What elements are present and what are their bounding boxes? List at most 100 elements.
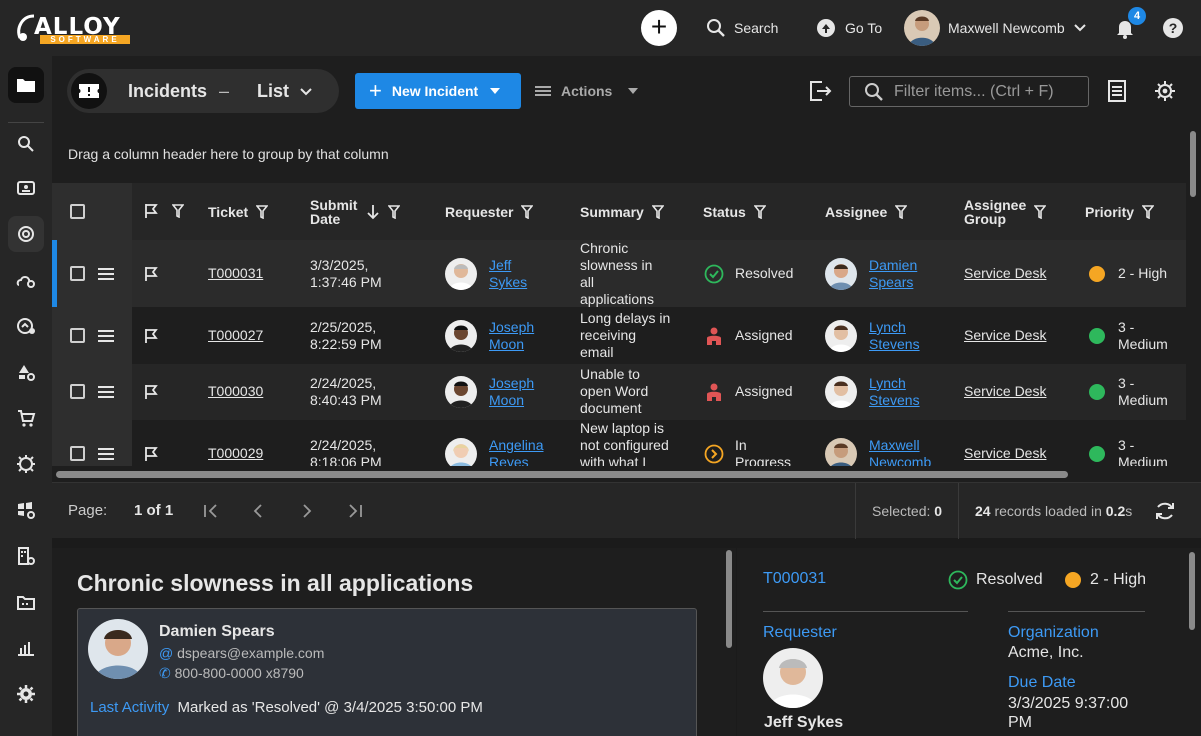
row-checkbox[interactable] xyxy=(70,266,85,281)
notifications-button[interactable] xyxy=(1114,0,1136,56)
export-icon[interactable] xyxy=(808,80,834,102)
user-menu[interactable]: Maxwell Newcomb xyxy=(904,0,1087,56)
filter-funnel-icon[interactable] xyxy=(1034,204,1046,219)
row-checkbox[interactable] xyxy=(70,328,85,343)
assignee-link[interactable]: Damien Spears xyxy=(869,257,918,290)
rail-bugs-button[interactable] xyxy=(8,446,44,482)
plus-icon: + xyxy=(369,78,382,103)
rail-folders-button[interactable] xyxy=(8,584,44,620)
table-row[interactable]: T000031 3/3/2025, 1:37:46 PM Jeff Sykes Ch… xyxy=(52,240,1186,307)
help-button[interactable]: ? xyxy=(1162,0,1184,56)
filter-funnel-icon[interactable] xyxy=(521,204,534,219)
assignee-group-link[interactable]: Service Desk xyxy=(964,327,1047,343)
gear-icon[interactable] xyxy=(1154,80,1176,102)
column-assignee-group[interactable]: Assignee Group xyxy=(964,183,1046,240)
row-checkbox[interactable] xyxy=(70,446,85,461)
side-scrollbar[interactable] xyxy=(1189,552,1195,630)
filter-funnel-icon[interactable] xyxy=(172,204,184,218)
quick-add-button[interactable]: + xyxy=(641,10,677,46)
filter-funnel-icon[interactable] xyxy=(895,204,908,219)
table-row[interactable]: T000029 2/24/2025, 8:18:06 PM Angelina Rey… xyxy=(52,420,1186,466)
flag-icon[interactable] xyxy=(144,266,158,282)
table-row[interactable]: T000027 2/25/2025, 8:22:59 PM Joseph Moon … xyxy=(52,307,1186,364)
row-checkbox[interactable] xyxy=(70,384,85,399)
rail-shapes-button[interactable] xyxy=(8,354,44,390)
ticket-link[interactable]: T000030 xyxy=(208,383,264,399)
filter-funnel-icon[interactable] xyxy=(256,204,269,219)
last-page-icon[interactable] xyxy=(347,503,363,519)
assignee-link[interactable]: Lynch Stevens xyxy=(869,319,920,352)
rail-windows-button[interactable] xyxy=(8,492,44,528)
sort-down-icon[interactable] xyxy=(366,204,380,220)
table-row[interactable]: T000030 2/24/2025, 8:40:43 PM Joseph Moon … xyxy=(52,364,1186,420)
filter-funnel-icon[interactable] xyxy=(1142,204,1155,219)
column-status[interactable]: Status xyxy=(703,183,766,240)
ticket-link[interactable]: T000031 xyxy=(208,265,264,281)
alloy-logo[interactable]: ALLOY SOFTWARE xyxy=(14,10,134,46)
assignee-group-link[interactable]: Service Desk xyxy=(964,383,1047,399)
prev-page-icon[interactable] xyxy=(251,503,267,519)
ticket-link[interactable]: T000029 xyxy=(208,445,264,461)
detail-scrollbar[interactable] xyxy=(726,550,732,648)
goto-button[interactable]: Go To xyxy=(815,0,882,56)
row-menu-icon[interactable] xyxy=(98,330,114,342)
filter-funnel-icon[interactable] xyxy=(651,204,664,219)
list-view-icon[interactable] xyxy=(1107,80,1127,102)
search-button[interactable]: Search xyxy=(706,0,778,56)
contact-email[interactable]: @ dspears@example.com xyxy=(159,645,325,661)
rail-objects-button[interactable] xyxy=(8,67,44,103)
column-ticket[interactable]: Ticket xyxy=(208,183,269,240)
requester-link[interactable]: Joseph Moon xyxy=(489,375,535,408)
grid-header: Ticket Submit Date Requester Summary Sta… xyxy=(52,183,1186,240)
new-incident-button[interactable]: + New Incident xyxy=(355,73,521,109)
refresh-icon[interactable] xyxy=(1153,499,1177,523)
assignee-link[interactable]: Maxwell Newcomb xyxy=(869,437,932,466)
row-menu-icon[interactable] xyxy=(98,386,114,398)
rail-search-button[interactable] xyxy=(8,126,44,162)
requester-link[interactable]: Joseph Moon xyxy=(489,319,535,352)
requester-link[interactable]: Jeff Sykes xyxy=(489,257,528,290)
requester-avatar xyxy=(445,258,477,290)
assignee-group-link[interactable]: Service Desk xyxy=(964,265,1047,281)
rail-purchasing-button[interactable] xyxy=(8,400,44,436)
windows-gear-icon xyxy=(18,502,35,519)
rail-changes-button[interactable] xyxy=(8,262,44,298)
first-page-icon[interactable] xyxy=(203,503,219,519)
column-priority[interactable]: Priority xyxy=(1085,183,1155,240)
flag-icon[interactable] xyxy=(144,328,158,344)
requester-link[interactable]: Angelina Reyes xyxy=(489,437,544,466)
horizontal-scrollbar[interactable] xyxy=(56,471,1068,478)
rail-problems-button[interactable] xyxy=(8,308,44,344)
priority-text: 3 - Medium xyxy=(1118,319,1168,352)
flag-icon[interactable] xyxy=(144,203,158,219)
user-name: Maxwell Newcomb xyxy=(948,20,1065,36)
filter-input[interactable]: Filter items... (Ctrl + F) xyxy=(849,76,1089,107)
column-submit-date[interactable]: Submit Date xyxy=(310,183,400,240)
chevron-down-icon xyxy=(300,88,312,96)
vertical-scrollbar[interactable] xyxy=(1190,131,1196,197)
rail-contacts-button[interactable] xyxy=(8,170,44,206)
view-selector[interactable]: Incidents – List xyxy=(67,69,339,113)
detail-ticket-link[interactable]: T000031 xyxy=(763,570,827,587)
column-assignee[interactable]: Assignee xyxy=(825,183,908,240)
select-all-checkbox[interactable] xyxy=(70,204,85,219)
flag-icon[interactable] xyxy=(144,384,158,400)
column-requester[interactable]: Requester xyxy=(445,183,534,240)
row-menu-icon[interactable] xyxy=(98,268,114,280)
actions-menu[interactable]: Actions xyxy=(535,73,639,109)
next-page-icon[interactable] xyxy=(299,503,315,519)
ticket-link[interactable]: T000027 xyxy=(208,327,264,343)
assignee-group-link[interactable]: Service Desk xyxy=(964,445,1047,461)
assignee-link[interactable]: Lynch Stevens xyxy=(869,375,920,408)
filter-funnel-icon[interactable] xyxy=(753,204,766,219)
flag-icon[interactable] xyxy=(144,446,158,462)
filter-funnel-icon[interactable] xyxy=(388,204,400,219)
rail-reports-button[interactable] xyxy=(8,630,44,666)
column-summary[interactable]: Summary xyxy=(580,183,664,240)
contact-phone[interactable]: ✆ 800-800-0000 x8790 xyxy=(159,665,304,681)
rail-incidents-button[interactable] xyxy=(8,216,44,252)
svg-text:?: ? xyxy=(1169,20,1178,36)
rail-settings-button[interactable] xyxy=(8,676,44,712)
row-menu-icon[interactable] xyxy=(98,448,114,460)
rail-buildings-button[interactable] xyxy=(8,538,44,574)
